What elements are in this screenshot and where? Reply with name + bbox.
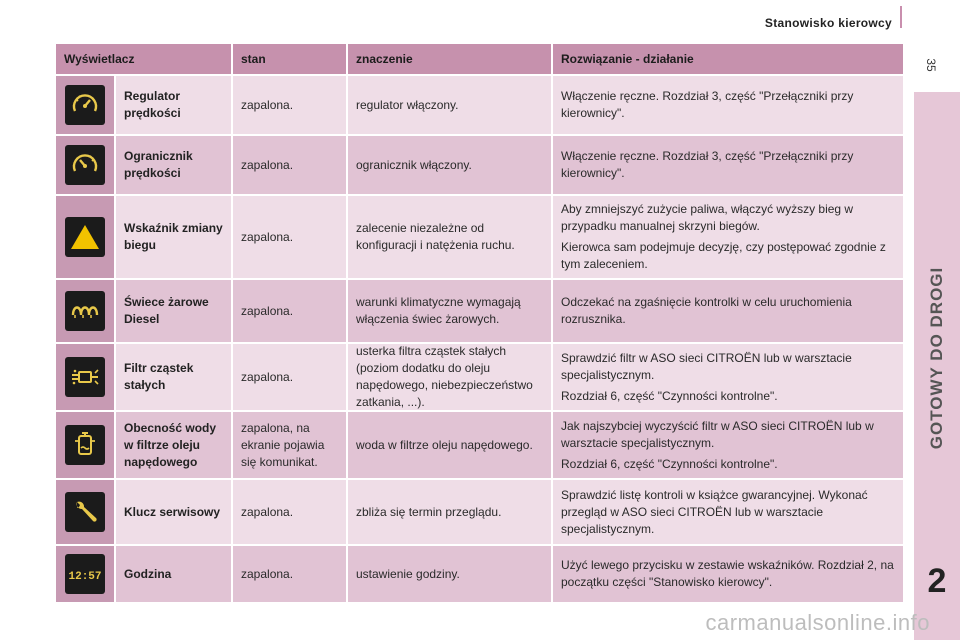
row-name: Klucz serwisowy [116,480,233,544]
row-name: Obecność wody w filtrze oleju napędowego [116,412,233,478]
row-name: Godzina [116,546,233,602]
row-action-text: Rozdział 6, część "Czynności kontrolne". [561,388,778,403]
row-action-text: Rozdział 6, część "Czynności kontrolne". [561,456,778,471]
row-action-text: Użyć lewego przycisku w zestawie wskaźni… [561,558,894,589]
row-meaning: zbliża się termin przeglądu. [348,480,553,544]
column-header-state: stan [233,44,348,74]
row-meaning: woda w filtrze oleju napędowego. [348,412,553,478]
row-name: Filtr cząstek stałych [116,344,233,410]
particle-filter-icon [65,357,105,397]
page-header-title: Stanowisko kierowcy [764,16,892,30]
glow-plug-icon [65,291,105,331]
table-row: Klucz serwisowy zapalona. zbliża się ter… [56,480,903,544]
chapter-side-tab: GOTOWY DO DROGI 2 [914,92,960,640]
table-row: Ogranicznik prędkości zapalona. ogranicz… [56,136,903,194]
row-action-text: Aby zmniejszyć zużycie paliwa, włączyć w… [561,202,854,233]
row-meaning: ustawienie godziny. [348,546,553,602]
table-row: 12:57 Godzina zapalona. ustawienie godzi… [56,546,903,602]
row-name: Regulator prędkości [116,76,233,134]
clock-icon-digits: 12:57 [69,571,101,583]
row-state: zapalona. [233,76,348,134]
row-action-text: Sprawdzić listę kontroli w książce gwara… [561,487,868,536]
row-action-text: Sprawdzić filtr w ASO sieci CITROËN lub … [561,350,852,382]
row-action-text: Jak najszybciej wyczyścić filtr w ASO si… [561,418,874,450]
table-row: Świece żarowe Diesel zapalona. warunki k… [56,280,903,342]
row-state: zapalona. [233,344,348,410]
gear-shift-warning-icon [65,217,105,257]
watermark: carmanualsonline.info [705,610,930,635]
row-name: Ogranicznik prędkości [116,136,233,194]
page-number: 35 [924,58,938,72]
row-action-text: Odczekać na zgaśnięcie kontrolki w celu … [561,295,852,326]
row-meaning: warunki klimatyczne wymagają włączenia ś… [348,280,553,342]
row-state: zapalona. [233,136,348,194]
table-row: Regulator prędkości zapalona. regulator … [56,76,903,134]
chapter-number: 2 [927,562,947,600]
row-state: zapalona. [233,196,348,278]
service-wrench-icon [65,492,105,532]
clock-display-icon: 12:57 [65,554,105,594]
row-meaning: zalecenie niezależne od konfiguracji i n… [348,196,553,278]
table-row: Obecność wody w filtrze oleju napędowego… [56,412,903,478]
row-state: zapalona, na ekranie pojawia się komunik… [233,412,348,478]
row-action-text: Kierowca sam podejmuje decyzję, czy post… [561,240,886,271]
row-action-text: Włączenie ręczne. Rozdział 3, część "Prz… [561,149,854,180]
row-name: Wskaźnik zmiany biegu [116,196,233,278]
column-header-meaning: znaczenie [348,44,553,74]
row-action-text: Włączenie ręczne. Rozdział 3, część "Prz… [561,89,854,120]
water-in-diesel-icon [65,425,105,465]
row-meaning: regulator włączony. [348,76,553,134]
table-row: Filtr cząstek stałych zapalona. usterka … [56,344,903,410]
speed-regulator-icon [65,85,105,125]
row-state: zapalona. [233,480,348,544]
header-divider [900,6,902,28]
chapter-label: GOTOWY DO DROGI [927,266,946,450]
row-meaning: usterka filtra cząstek stałych (poziom d… [348,344,553,410]
warning-lights-table: Wyświetlacz stan znaczenie Rozwiązanie -… [56,44,903,602]
row-meaning: ogranicznik włączony. [348,136,553,194]
row-state: zapalona. [233,280,348,342]
table-header: Wyświetlacz stan znaczenie Rozwiązanie -… [56,44,903,74]
row-name: Świece żarowe Diesel [116,280,233,342]
row-state: zapalona. [233,546,348,602]
column-header-display: Wyświetlacz [56,44,233,74]
speed-limiter-icon [65,145,105,185]
column-header-action: Rozwiązanie - działanie [561,52,694,66]
table-row: Wskaźnik zmiany biegu zapalona. zaleceni… [56,196,903,278]
